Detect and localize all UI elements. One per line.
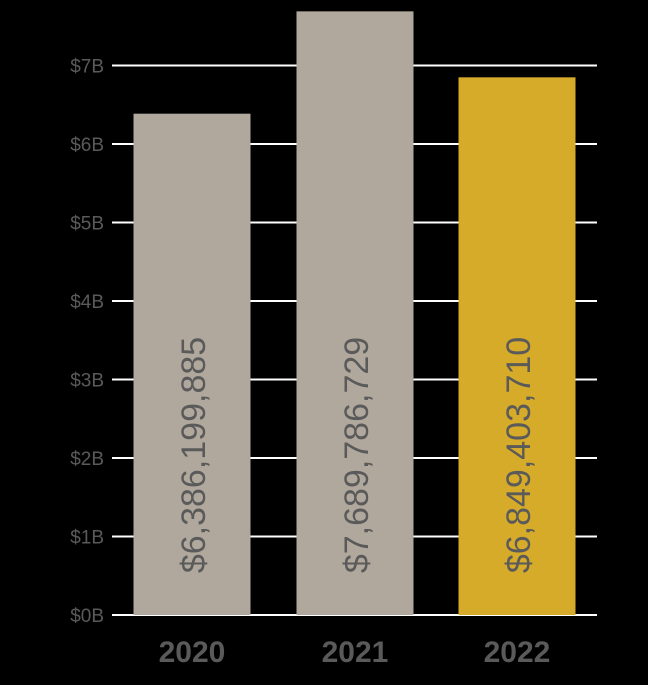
data-labels: $6,386,199,885 $7,689,786,729 $6,849,403,7… [175, 337, 538, 573]
bar-2022 [458, 77, 576, 616]
y-tick-label: $2B [70, 449, 104, 470]
bar-2021 [296, 11, 414, 615]
y-tick-label: $0B [70, 606, 104, 627]
x-axis-categories: 2020 2021 2022 [159, 636, 551, 669]
x-category-label: 2020 [159, 636, 226, 669]
y-tick-label: $3B [70, 371, 104, 392]
bar-data-label: $6,849,403,710 [500, 337, 538, 573]
x-category-label: 2021 [322, 636, 389, 669]
y-tick-label: $4B [70, 292, 104, 313]
x-category-label: 2022 [484, 636, 551, 669]
y-tick-label: $6B [70, 135, 104, 156]
y-axis-ticks: $0B $1B $2B $3B $4B $5B $6B $7B [70, 57, 104, 628]
bar-data-label: $6,386,199,885 [175, 337, 213, 573]
bar-data-label: $7,689,786,729 [338, 337, 376, 573]
y-tick-label: $1B [70, 528, 104, 549]
bars [133, 11, 576, 616]
bar-2020 [133, 113, 251, 615]
y-tick-label: $5B [70, 214, 104, 235]
y-tick-label: $7B [70, 57, 104, 78]
